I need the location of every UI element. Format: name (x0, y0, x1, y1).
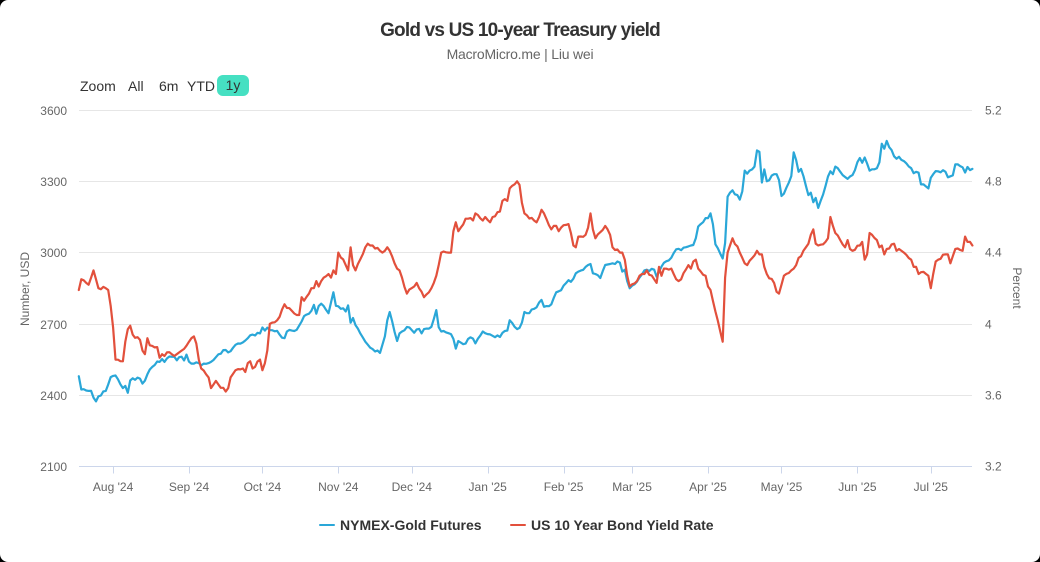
svg-text:Percent: Percent (1010, 267, 1024, 309)
svg-text:Jul '25: Jul '25 (914, 480, 949, 494)
svg-text:3.6: 3.6 (985, 389, 1002, 403)
svg-text:Oct '24: Oct '24 (244, 480, 282, 494)
svg-text:Jan '25: Jan '25 (469, 480, 508, 494)
svg-text:3300: 3300 (40, 175, 67, 189)
svg-text:Feb '25: Feb '25 (544, 480, 584, 494)
svg-text:Mar '25: Mar '25 (612, 480, 652, 494)
svg-text:Jun '25: Jun '25 (838, 480, 877, 494)
svg-text:2100: 2100 (40, 460, 67, 474)
svg-text:3.2: 3.2 (985, 460, 1002, 474)
svg-text:May '25: May '25 (761, 480, 803, 494)
svg-text:Aug '24: Aug '24 (93, 480, 134, 494)
svg-text:3600: 3600 (40, 104, 67, 118)
svg-text:Sep '24: Sep '24 (169, 480, 210, 494)
svg-text:Apr '25: Apr '25 (689, 480, 727, 494)
svg-text:5.2: 5.2 (985, 104, 1002, 118)
svg-text:4.8: 4.8 (985, 175, 1002, 189)
svg-text:4: 4 (985, 318, 992, 332)
svg-text:2400: 2400 (40, 389, 67, 403)
svg-text:Number, USD: Number, USD (18, 252, 32, 326)
svg-text:4.4: 4.4 (985, 246, 1002, 260)
svg-text:Dec '24: Dec '24 (392, 480, 433, 494)
svg-text:2700: 2700 (40, 318, 67, 332)
svg-text:3000: 3000 (40, 246, 67, 260)
svg-text:Nov '24: Nov '24 (318, 480, 359, 494)
